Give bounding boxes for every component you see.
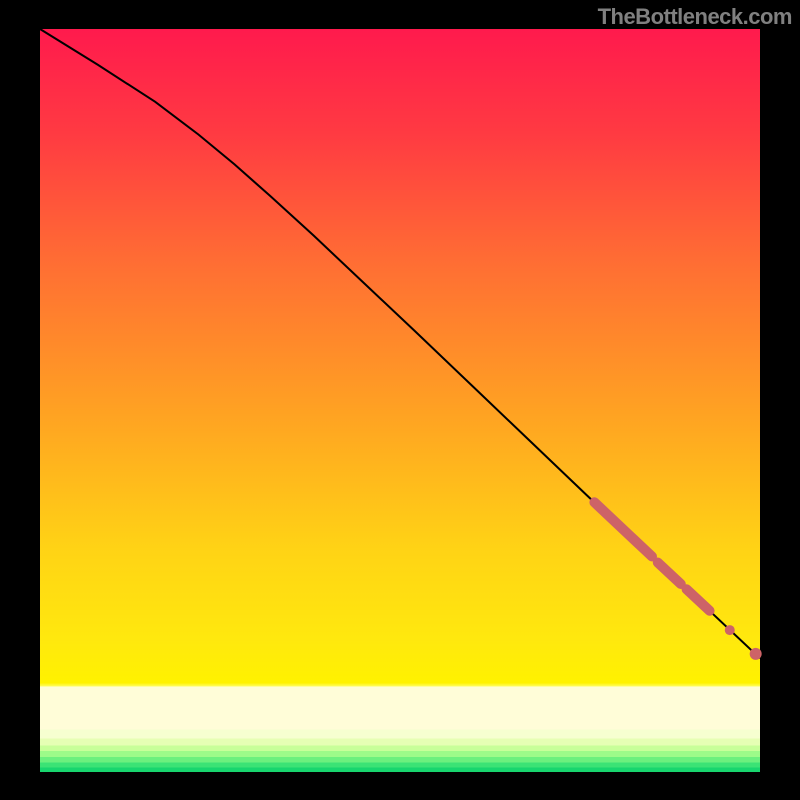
chart-container: TheBottleneck.com — [0, 0, 800, 800]
plot-area — [40, 29, 760, 772]
watermark-label: TheBottleneck.com — [598, 4, 792, 30]
